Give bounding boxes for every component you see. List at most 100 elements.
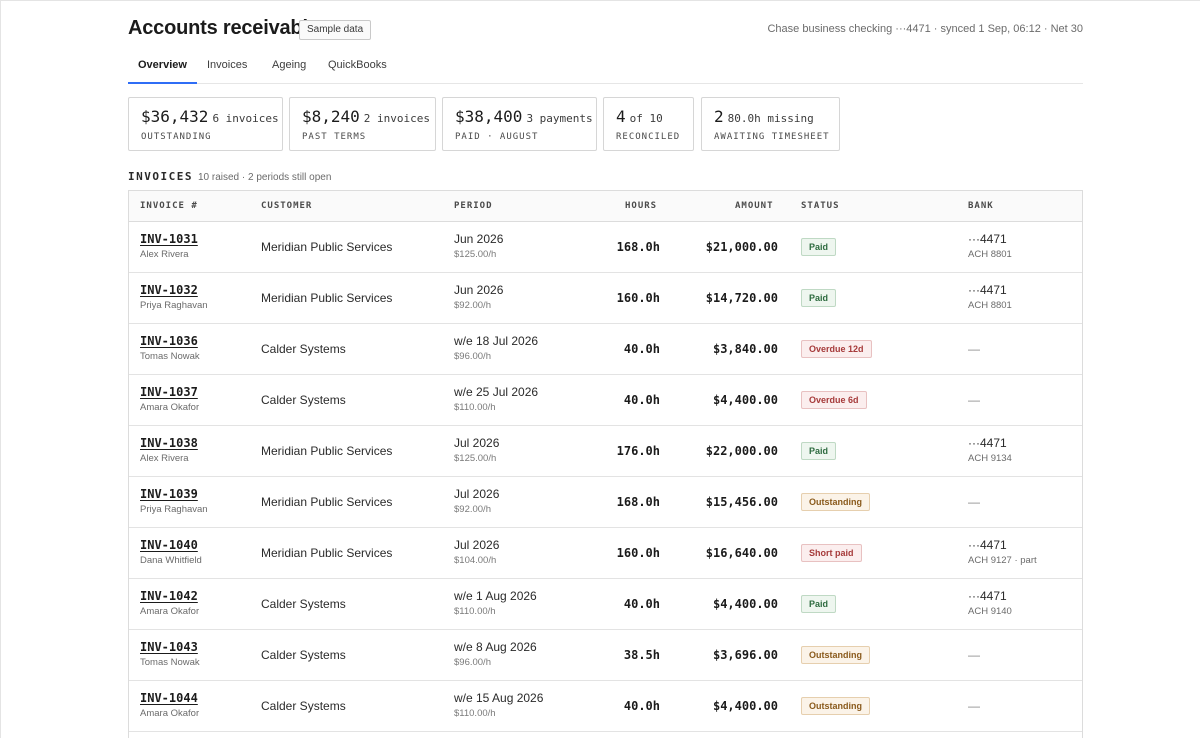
invoice-link[interactable]: INV-1032 bbox=[140, 283, 198, 297]
column-header-amount[interactable]: AMOUNT bbox=[735, 201, 774, 211]
hours-value: 168.0h bbox=[616, 495, 660, 509]
invoice-cell: INV-1043 Tomas Nowak bbox=[140, 640, 200, 668]
hourly-rate: $104.00/h bbox=[454, 555, 497, 566]
stat-value: $36,432 bbox=[141, 107, 209, 126]
table-row[interactable]: INV-1038 Alex Rivera Meridian Public Servi… bbox=[129, 426, 1082, 477]
invoice-link[interactable]: INV-1039 bbox=[140, 487, 198, 501]
invoice-person: Amara Okafor bbox=[140, 606, 200, 617]
hours-value: 38.5h bbox=[623, 648, 660, 662]
bank-account: ···4471 bbox=[968, 436, 1007, 450]
hourly-rate: $96.00/h bbox=[454, 657, 491, 668]
amount-value: $4,400.00 bbox=[712, 597, 778, 611]
amount-value: $21,000.00 bbox=[705, 240, 778, 254]
status-badge: Overdue 6d bbox=[801, 391, 867, 409]
invoices-section-header: INVOICES 10 raised · 2 periods still open bbox=[128, 167, 331, 185]
invoice-link[interactable]: INV-1042 bbox=[140, 589, 198, 603]
amount-value: $14,720.00 bbox=[705, 291, 778, 305]
stat-outstanding[interactable]: $36,432 6 invoices OUTSTANDING bbox=[128, 97, 283, 151]
period-label: Jun 2026 bbox=[454, 283, 504, 297]
amount-value: $3,840.00 bbox=[712, 342, 778, 356]
invoice-link[interactable]: INV-1040 bbox=[140, 538, 198, 552]
invoice-link[interactable]: INV-1044 bbox=[140, 691, 198, 705]
table-row[interactable]: INV-1032 Priya Raghavan Meridian Public Se… bbox=[129, 273, 1082, 324]
stat-caption: AWAITING TIMESHEET bbox=[714, 132, 830, 142]
bank-cell: ···4471 ACH 9134 bbox=[968, 436, 1012, 464]
table-row[interactable]: INV-1043 Tomas Nowak Calder Systems w/e 8 A… bbox=[129, 630, 1082, 681]
table-row[interactable]: INV-1040 Dana Whitfield Meridian Public Se… bbox=[129, 528, 1082, 579]
invoice-cell: INV-1038 Alex Rivera bbox=[140, 436, 198, 464]
status-badge: Outstanding bbox=[801, 697, 870, 715]
sample-data-badge: Sample data bbox=[299, 20, 372, 40]
invoice-link[interactable]: INV-1031 bbox=[140, 232, 198, 246]
hours-value: 40.0h bbox=[623, 597, 660, 611]
hourly-rate: $96.00/h bbox=[454, 351, 491, 362]
invoice-cell: INV-1037 Amara Okafor bbox=[140, 385, 199, 413]
bank-cell: ···4471 ACH 8801 bbox=[968, 232, 1012, 260]
tab-invoices[interactable]: Invoices bbox=[207, 59, 248, 71]
hours-value: 168.0h bbox=[616, 240, 660, 254]
bank-empty: — bbox=[968, 648, 980, 662]
stat-detail: 3 payments bbox=[526, 112, 593, 125]
stat-caption: PAID · AUGUST bbox=[455, 132, 539, 142]
stat-awaiting-timesheet[interactable]: 2 80.0h missing AWAITING TIMESHEET bbox=[701, 97, 840, 151]
period-label: w/e 1 Aug 2026 bbox=[454, 589, 537, 603]
invoice-link[interactable]: INV-1037 bbox=[140, 385, 198, 399]
customer-name: Meridian Public Services bbox=[261, 444, 393, 458]
stat-paid-august[interactable]: $38,400 3 payments PAID · AUGUST bbox=[442, 97, 597, 151]
invoice-person: Tomas Nowak bbox=[140, 657, 200, 668]
bank-reference: ACH 8801 bbox=[968, 300, 1012, 311]
hourly-rate: $92.00/h bbox=[454, 300, 491, 311]
status-badge: Paid bbox=[801, 238, 837, 256]
column-header-status[interactable]: STATUS bbox=[801, 201, 840, 211]
page-header: Accounts receivable Sample data Chase bu… bbox=[128, 15, 1083, 47]
invoice-link[interactable]: INV-1043 bbox=[140, 640, 198, 654]
hourly-rate: $110.00/h bbox=[454, 402, 496, 413]
stat-caption: RECONCILED bbox=[616, 132, 681, 142]
bank-account: ···4471 bbox=[968, 283, 1007, 297]
status-cell: Outstanding bbox=[801, 645, 870, 664]
invoice-cell: INV-1032 Priya Raghavan bbox=[140, 283, 208, 311]
table-row[interactable]: INV-1036 Tomas Nowak Calder Systems w/e 18 … bbox=[129, 324, 1082, 375]
column-header-invoice[interactable]: INVOICE # bbox=[140, 201, 198, 211]
hours-value: 160.0h bbox=[616, 291, 660, 305]
tab-quickbooks[interactable]: QuickBooks bbox=[328, 59, 387, 71]
period-label: Jul 2026 bbox=[454, 538, 500, 552]
stat-reconciled[interactable]: 4 of 10 RECONCILED bbox=[603, 97, 694, 151]
column-header-period[interactable]: PERIOD bbox=[454, 201, 493, 211]
invoice-person: Amara Okafor bbox=[140, 402, 200, 413]
invoice-cell: INV-1042 Amara Okafor bbox=[140, 589, 199, 617]
table-row[interactable]: INV-1044 Amara Okafor Calder Systems w/e 15… bbox=[129, 681, 1082, 732]
customer-name: Calder Systems bbox=[261, 597, 346, 611]
stat-past-terms[interactable]: $8,240 2 invoices PAST TERMS bbox=[289, 97, 436, 151]
column-header-customer[interactable]: CUSTOMER bbox=[261, 201, 313, 211]
stat-value: $38,400 bbox=[455, 107, 523, 126]
tab-ageing[interactable]: Ageing bbox=[272, 59, 307, 71]
status-badge: Paid bbox=[801, 595, 837, 613]
stat-detail: of 10 bbox=[629, 112, 663, 125]
table-row[interactable]: INV-1037 Amara Okafor Calder Systems w/e 25… bbox=[129, 375, 1082, 426]
amount-value: $15,456.00 bbox=[705, 495, 778, 509]
period-cell: Jul 2026 $104.00/h bbox=[454, 538, 499, 566]
invoice-link[interactable]: INV-1036 bbox=[140, 334, 198, 348]
period-label: Jul 2026 bbox=[454, 487, 500, 501]
period-cell: w/e 8 Aug 2026 $96.00/h bbox=[454, 640, 537, 668]
amount-value: $3,696.00 bbox=[712, 648, 778, 662]
status-badge: Outstanding bbox=[801, 646, 870, 664]
invoice-link[interactable]: INV-1038 bbox=[140, 436, 198, 450]
table-row[interactable]: INV-1039 Priya Raghavan Meridian Public Se… bbox=[129, 477, 1082, 528]
hours-value: 40.0h bbox=[623, 393, 660, 407]
invoice-person: Alex Rivera bbox=[140, 453, 189, 464]
invoice-cell: INV-1039 Priya Raghavan bbox=[140, 487, 208, 515]
bank-account: ···4471 bbox=[968, 589, 1007, 603]
column-header-hours[interactable]: HOURS bbox=[625, 201, 658, 211]
tab-bar: Overview Invoices Ageing QuickBooks bbox=[128, 53, 1083, 84]
table-row[interactable]: INV-1042 Amara Okafor Calder Systems w/e 1 … bbox=[129, 579, 1082, 630]
table-row[interactable]: INV-1031 Alex Rivera Meridian Public Servi… bbox=[129, 222, 1082, 273]
section-title: INVOICES bbox=[128, 170, 193, 183]
tab-overview[interactable]: Overview bbox=[128, 59, 197, 84]
bank-reference: ACH 9140 bbox=[968, 606, 1012, 617]
invoice-person: Alex Rivera bbox=[140, 249, 189, 260]
column-header-bank[interactable]: BANK bbox=[968, 201, 994, 211]
invoice-person: Priya Raghavan bbox=[140, 504, 208, 515]
